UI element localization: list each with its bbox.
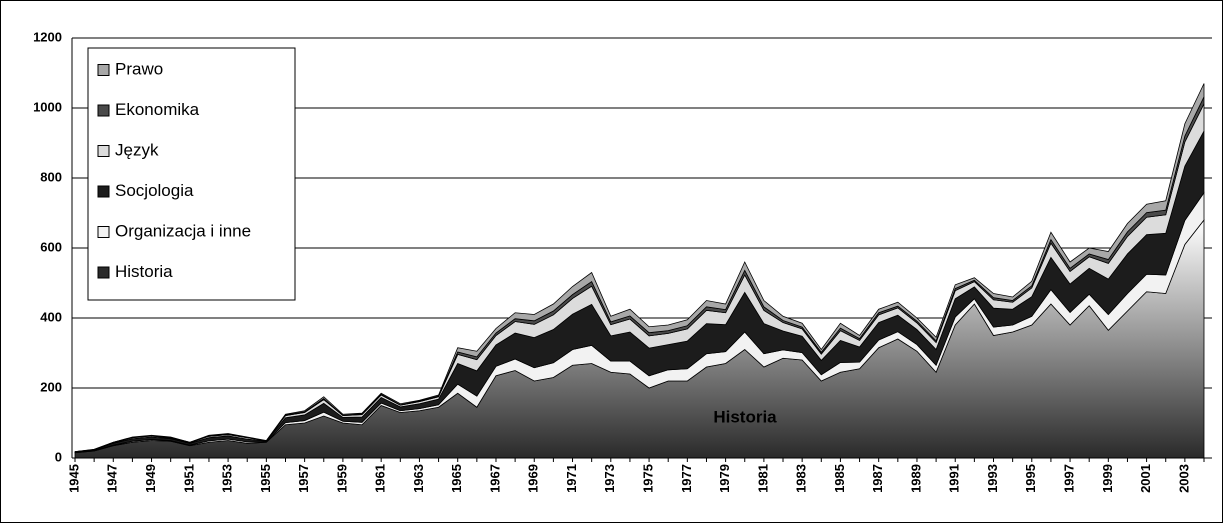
x-tick-label: 2003	[1176, 464, 1191, 493]
x-tick-label: 1993	[985, 464, 1000, 493]
y-tick-label: 0	[55, 449, 62, 464]
legend-swatch	[97, 185, 110, 198]
annotation: Historia	[713, 407, 777, 426]
x-tick-label: 1999	[1100, 464, 1115, 493]
x-tick-label: 2001	[1138, 464, 1153, 493]
legend-swatch	[97, 226, 110, 238]
x-tick-label: 1979	[717, 464, 732, 493]
legend-label: Ekonomika	[115, 100, 200, 119]
legend-swatch	[97, 104, 110, 117]
x-tick-label: 1977	[679, 464, 694, 493]
x-tick-label: 1969	[526, 464, 541, 493]
y-tick-label: 1200	[33, 29, 62, 44]
area	[74, 83, 1205, 453]
legend-label: Prawo	[115, 59, 163, 78]
x-tick-label: 1997	[1061, 464, 1076, 493]
x-tick-label: 1953	[220, 464, 235, 493]
legend-box	[87, 47, 296, 301]
legend-swatch	[97, 64, 110, 76]
legend-label: Organizacja i inne	[115, 221, 251, 240]
y-tick-label: 400	[40, 309, 62, 324]
areas	[74, 83, 1205, 459]
x-tick-label: 1975	[641, 464, 656, 493]
y-tick-label: 1000	[33, 99, 62, 114]
x-tick-label: 1973	[602, 464, 617, 493]
legend-swatch	[97, 145, 110, 157]
x-tick-label: 1991	[947, 464, 962, 493]
x-tick-label: 1947	[105, 464, 120, 493]
legend-label: Socjologia	[115, 181, 194, 200]
x-tick-label: 1945	[66, 464, 81, 493]
legend: Prawo Ekonomika Język Socjologia Organizacja…	[87, 47, 296, 301]
x-tick-label: 1985	[832, 464, 847, 493]
x-tick-label: 1987	[870, 464, 885, 493]
x-tick-label: 1965	[449, 464, 464, 493]
y-tick-label: 200	[40, 379, 62, 394]
legend-label: Historia	[115, 262, 173, 281]
x-tick-label: 1959	[334, 464, 349, 493]
x-tick-label: 1995	[1023, 464, 1038, 493]
x-tick-label: 1955	[258, 464, 273, 493]
x-tick-label: 1957	[296, 464, 311, 493]
x-tick-label: 1971	[564, 464, 579, 493]
axes: 0 200 400 600 800 1000 1200 1945 1947 1949 1951 195…	[33, 29, 1212, 493]
x-tick-label: 1961	[373, 464, 388, 493]
legend-swatch	[97, 266, 110, 279]
y-tick-label: 800	[40, 169, 62, 184]
x-tick-label: 1949	[143, 464, 158, 493]
x-tick-label: 1963	[411, 464, 426, 493]
y-tick-label: 600	[40, 239, 62, 254]
x-tick-label: 1967	[487, 464, 502, 493]
x-tick-label: 1983	[794, 464, 809, 493]
x-tick-label: 1989	[908, 464, 923, 493]
x-tick-label: 1981	[755, 464, 770, 493]
legend-label: Język	[115, 140, 159, 159]
x-tick-label: 1951	[181, 464, 196, 493]
